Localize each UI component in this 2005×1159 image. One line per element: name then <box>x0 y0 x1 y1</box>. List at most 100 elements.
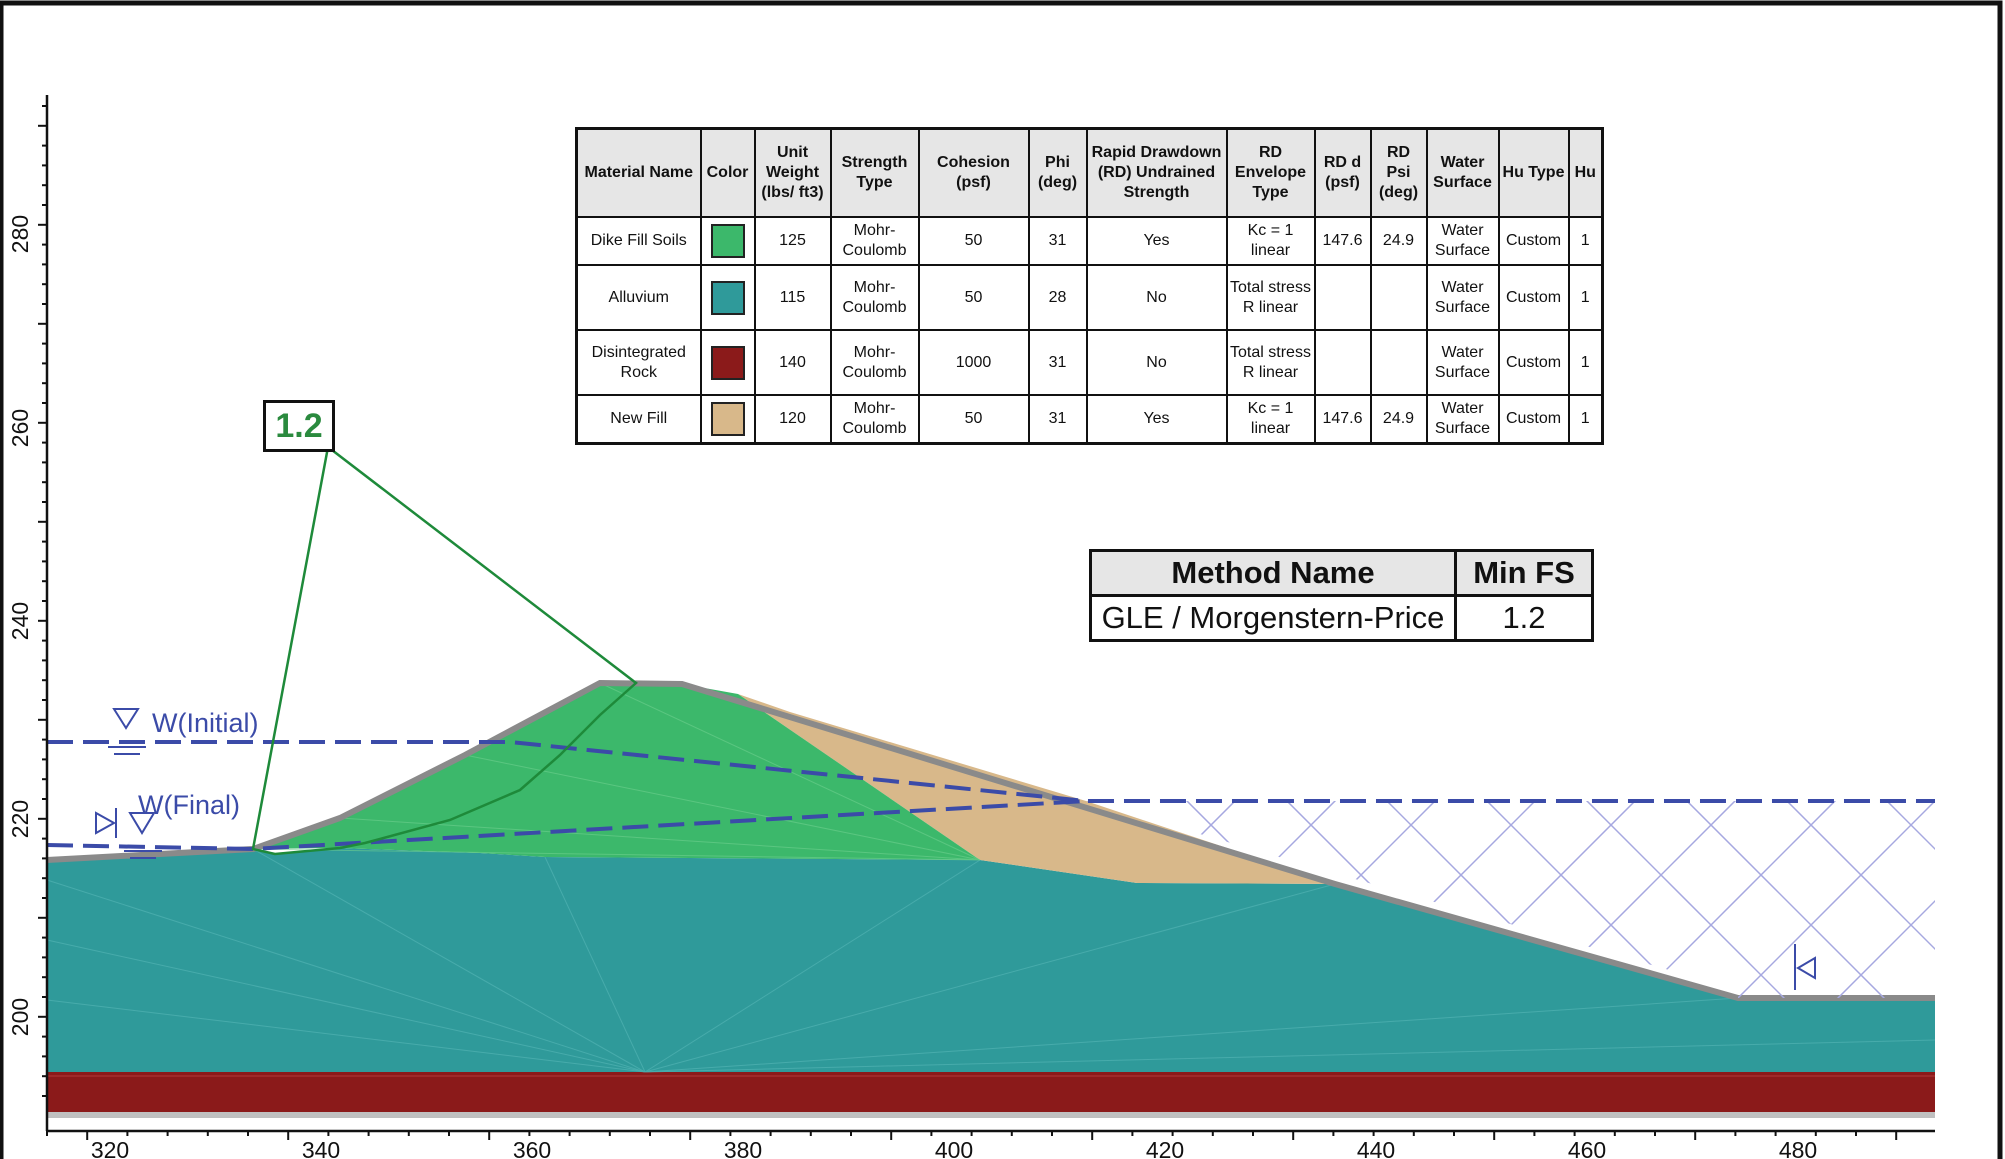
rd-undrained: No <box>1085 329 1228 396</box>
material-color <box>699 394 756 445</box>
fs-header-method: Method Name <box>1089 549 1457 597</box>
ground-surface <box>46 679 1935 1001</box>
material-name: Disintegrated Rock <box>575 329 702 396</box>
phi: 31 <box>1027 216 1088 266</box>
table-row: Alluvium 115 Mohr-Coulomb 50 28 No Total… <box>575 264 1604 331</box>
water-surface: Water Surface <box>1425 329 1500 396</box>
color-swatch <box>710 345 745 380</box>
water-symbol-right <box>1794 944 1816 990</box>
rd-psi <box>1369 329 1428 396</box>
cohesion: 50 <box>917 394 1030 445</box>
alluvium-layer <box>47 848 1935 1072</box>
cohesion: 1000 <box>917 329 1030 396</box>
phi: 31 <box>1027 394 1088 445</box>
hu: 1 <box>1567 394 1604 445</box>
rd-psi <box>1369 264 1428 331</box>
rd-d: 147.6 <box>1313 216 1372 266</box>
strength-type: Mohr-Coulomb <box>829 329 920 396</box>
slip-surface <box>251 444 638 856</box>
color-swatch <box>710 402 745 436</box>
x-axis-ticks <box>46 1131 1898 1140</box>
water-surface: Water Surface <box>1425 264 1500 331</box>
unit-weight: 115 <box>753 264 832 331</box>
material-color <box>699 216 756 266</box>
slip-surface-fs-label: 1.2 <box>263 400 335 452</box>
factor-of-safety-table: Method Name Min FS GLE / Morgenstern-Pri… <box>1089 549 1594 642</box>
fs-header-min: Min FS <box>1454 549 1594 597</box>
material-name: Dike Fill Soils <box>575 216 702 266</box>
hu-type: Custom <box>1497 394 1570 445</box>
table-row: Dike Fill Soils 125 Mohr-Coulomb 50 31 Y… <box>575 216 1604 266</box>
water-symbol-final <box>95 808 162 859</box>
table-header: Phi (deg) <box>1027 127 1088 218</box>
material-color <box>699 329 756 396</box>
table-header: Hu Type <box>1497 127 1570 218</box>
fs-method-name: GLE / Morgenstern-Price <box>1089 594 1457 642</box>
rd-d <box>1313 329 1372 396</box>
hu: 1 <box>1567 264 1604 331</box>
water-initial-label: W(Initial) <box>152 708 259 738</box>
hu-type: Custom <box>1497 329 1570 396</box>
dike-fill-layer <box>253 683 980 860</box>
y-tick-labels: 200 220 240 260 280 <box>7 215 33 1036</box>
rd-envelope: Kc = 1 linear <box>1225 216 1316 266</box>
unit-weight: 125 <box>753 216 832 266</box>
table-header: Water Surface <box>1425 127 1500 218</box>
table-header: Material Name <box>575 127 702 218</box>
y-tick-label: 280 <box>7 215 33 253</box>
x-tick-label: 380 <box>724 1137 762 1159</box>
color-swatch <box>710 224 745 258</box>
hu: 1 <box>1567 329 1604 396</box>
unit-weight: 120 <box>753 394 832 445</box>
bedrock-boundary <box>47 1112 1935 1118</box>
water-symbol-initial <box>108 708 146 755</box>
x-tick-label: 320 <box>91 1137 129 1159</box>
y-axis-ticks <box>38 105 47 1097</box>
water-surface: Water Surface <box>1425 394 1500 445</box>
rd-psi: 24.9 <box>1369 216 1428 266</box>
rd-undrained: No <box>1085 264 1228 331</box>
hu-type: Custom <box>1497 264 1570 331</box>
water-line-final <box>46 799 1087 852</box>
strength-type: Mohr-Coulomb <box>829 264 920 331</box>
x-tick-labels: 320 340 360 380 400 420 440 460 480 <box>91 1137 1817 1159</box>
x-tick-label: 340 <box>302 1137 340 1159</box>
water-surface: Water Surface <box>1425 216 1500 266</box>
fs-row: GLE / Morgenstern-Price 1.2 <box>1089 594 1594 642</box>
strength-type: Mohr-Coulomb <box>829 394 920 445</box>
rd-undrained: Yes <box>1085 216 1228 266</box>
hu: 1 <box>1567 216 1604 266</box>
table-header: Color <box>699 127 756 218</box>
table-header: RD d (psf) <box>1313 127 1372 218</box>
cohesion: 50 <box>917 264 1030 331</box>
x-tick-label: 460 <box>1568 1137 1606 1159</box>
rd-undrained: Yes <box>1085 394 1228 445</box>
rd-envelope: Total stress R linear <box>1225 329 1316 396</box>
material-name: New Fill <box>575 394 702 445</box>
y-tick-label: 200 <box>7 998 33 1036</box>
materials-table: Material Name Color Unit Weight (lbs/ ft… <box>575 127 1604 445</box>
y-tick-label: 240 <box>7 602 33 640</box>
rd-envelope: Kc = 1 linear <box>1225 394 1316 445</box>
x-tick-label: 400 <box>935 1137 973 1159</box>
table-row: Disintegrated Rock 140 Mohr-Coulomb 1000… <box>575 329 1604 396</box>
strength-type: Mohr-Coulomb <box>829 216 920 266</box>
x-tick-label: 480 <box>1779 1137 1817 1159</box>
y-tick-label: 220 <box>7 800 33 838</box>
color-swatch <box>710 280 745 315</box>
table-header: Hu <box>1567 127 1604 218</box>
hu-type: Custom <box>1497 216 1570 266</box>
rd-d: 147.6 <box>1313 394 1372 445</box>
water-final-label: W(Final) <box>138 790 240 820</box>
table-header: Unit Weight (lbs/ ft3) <box>753 127 832 218</box>
fs-min-value: 1.2 <box>1454 594 1594 642</box>
y-tick-label: 260 <box>7 409 33 447</box>
rd-envelope: Total stress R linear <box>1225 264 1316 331</box>
material-name: Alluvium <box>575 264 702 331</box>
x-tick-label: 420 <box>1146 1137 1184 1159</box>
table-header: Cohesion (psf) <box>917 127 1030 218</box>
unit-weight: 140 <box>753 329 832 396</box>
